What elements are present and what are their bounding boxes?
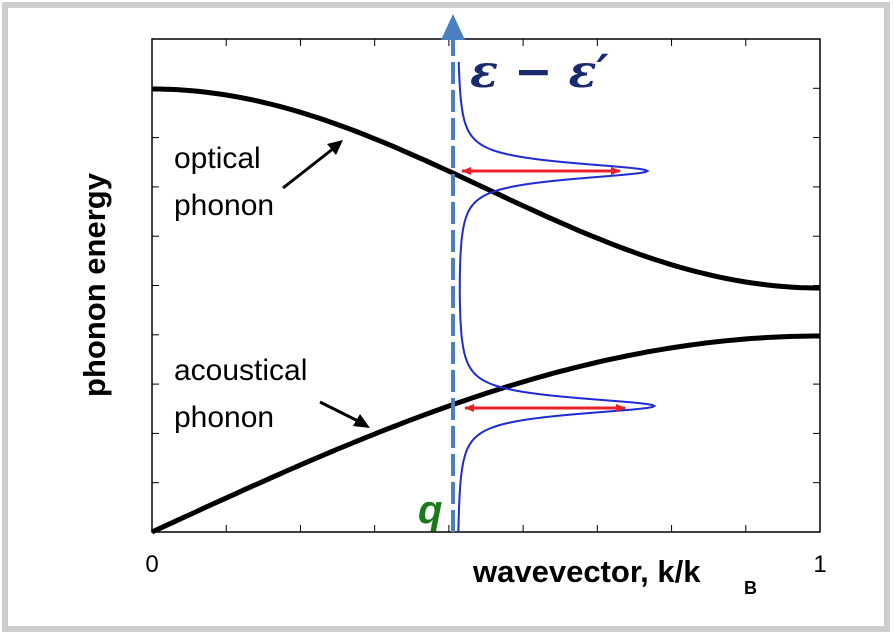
axis-ticks [152,39,820,532]
energy-difference-label: ε − ε′ [470,44,609,98]
x-axis-label-subscript: B [744,578,757,598]
optical-label-line1: optical [174,142,261,175]
acoustical-label-line2: phonon [174,401,274,434]
q-label: q [418,488,442,532]
acoustical-branch-curve [150,333,820,535]
optical-label-pointer [282,140,343,190]
optical-label-line2: phonon [174,189,274,222]
optical-branch-curve [152,86,820,291]
spectral-peaks [457,62,657,532]
spectral-function-curve [457,62,657,532]
acoustical-label-pointer [319,400,370,428]
x-tick-label-0: 0 [145,551,158,578]
acoustical-label-line1: acoustical [174,354,307,387]
x-tick-label-1: 1 [813,551,826,578]
y-axis-label: phonon energy [77,172,112,397]
plot-area [151,38,821,533]
q-marker-arrowhead [441,14,465,40]
dispersion-curves [150,86,820,535]
x-axis-label: wavevector, k/k [472,554,701,589]
